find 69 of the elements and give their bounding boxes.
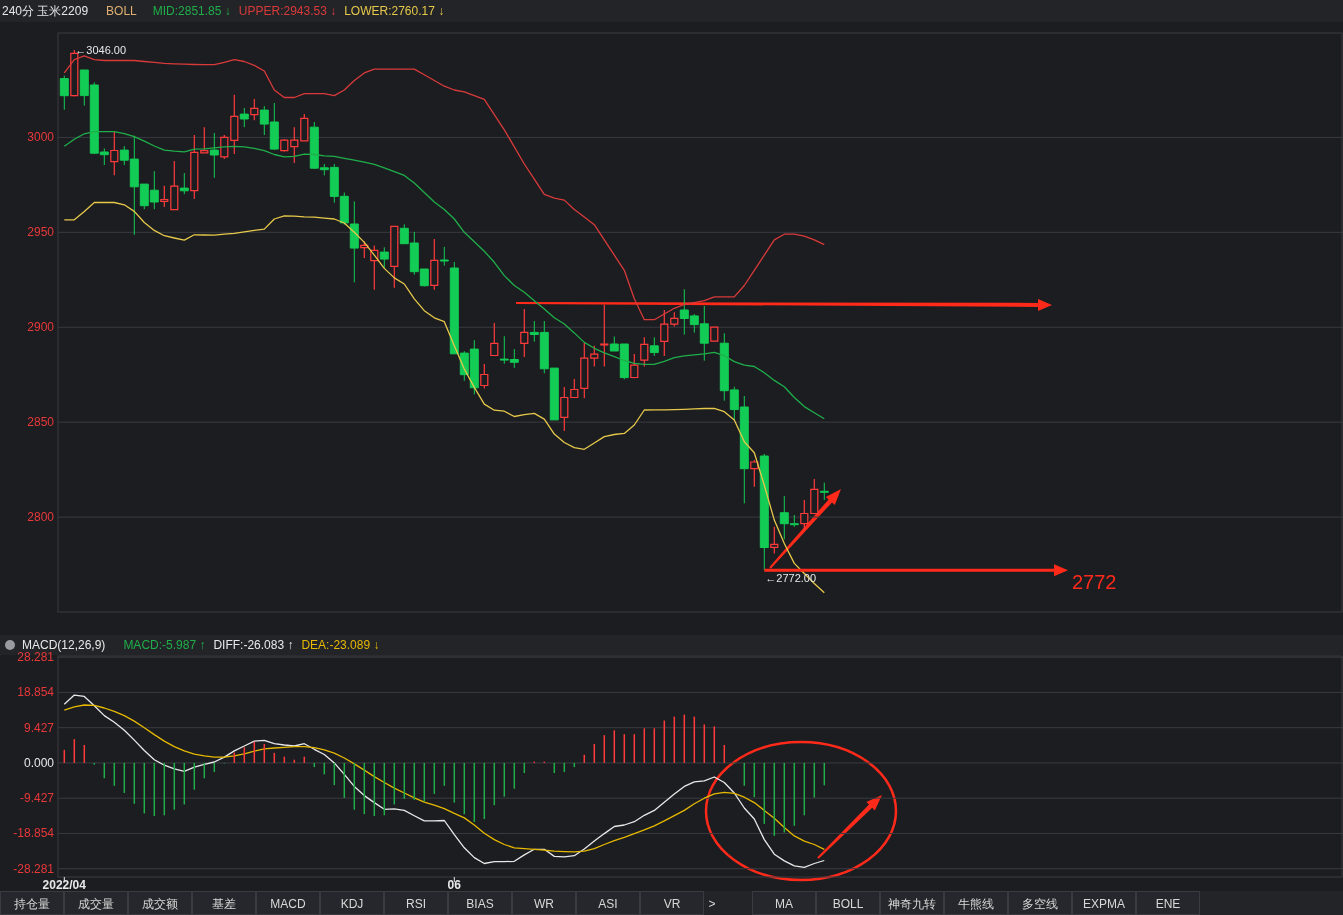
- candlestick: [750, 459, 759, 488]
- chart-subtitle: BOLL: [106, 4, 138, 18]
- candlestick: [710, 326, 719, 342]
- candlestick: [570, 378, 579, 399]
- candlestick: [209, 132, 219, 179]
- y-tick-label: 2950: [27, 225, 55, 240]
- text: LOWER:2760.17 ↓: [344, 4, 445, 18]
- candlestick: [590, 345, 599, 368]
- candlestick: [520, 308, 529, 358]
- candlestick: [759, 453, 769, 571]
- y-tick-label: 9.427: [23, 720, 55, 735]
- candlestick: [379, 246, 389, 269]
- candlestick: [170, 160, 179, 211]
- line-series: [63, 201, 825, 594]
- y-tick-label: -18.854: [13, 826, 55, 841]
- candlestick: [640, 336, 649, 368]
- candlestick: [160, 185, 169, 208]
- chart-title: 240分 玉米2209: [2, 4, 89, 18]
- candlestick: [70, 49, 79, 97]
- ref-line-label: 2772: [1072, 571, 1117, 594]
- candlestick: [480, 363, 489, 389]
- candlestick: [110, 130, 119, 176]
- candlestick: [649, 336, 659, 357]
- y-tick-label: 18.854: [17, 685, 55, 700]
- candlestick: [800, 499, 809, 531]
- candlestick: [290, 126, 299, 164]
- candlestick: [280, 138, 289, 153]
- candlestick: [810, 478, 819, 515]
- candlestick: [390, 225, 399, 289]
- candlestick: [819, 482, 829, 501]
- chart-title: MACD(12,26,9): [22, 638, 106, 652]
- y-tick-label: 2900: [27, 320, 55, 335]
- line-series: [63, 131, 825, 420]
- candlestick: [59, 75, 69, 111]
- candlestick: [179, 172, 189, 195]
- candlestick: [250, 98, 259, 121]
- text: DIFF:-26.083 ↑: [213, 638, 294, 652]
- candlestick: [439, 246, 449, 267]
- candlestick: [190, 134, 199, 200]
- text: UPPER:2943.53 ↓: [238, 4, 337, 18]
- candlestick: [630, 353, 639, 379]
- candlestick: [200, 126, 209, 154]
- x-tick-label: 06: [447, 878, 462, 892]
- y-tick-label: -28.281: [13, 861, 55, 876]
- x-tick-label: 2022/04: [42, 878, 87, 892]
- y-tick-label: 2800: [27, 510, 55, 525]
- text: DEA:-23.089 ↓: [301, 638, 380, 652]
- candlestick: [660, 309, 669, 357]
- y-tick-label: 3000: [27, 130, 55, 145]
- candlestick: [580, 342, 589, 399]
- y-tick-label: -9.427: [19, 791, 55, 806]
- candlestick: [490, 322, 499, 357]
- line-series: [63, 55, 825, 321]
- text: MID:2851.85 ↓: [152, 4, 231, 18]
- candlestick: [300, 113, 309, 142]
- candlestick: [430, 238, 439, 291]
- candlestick: [560, 386, 569, 432]
- candlestick: [770, 526, 779, 555]
- tabs: 持仓量 成交量 成交额 基差 MACD KDJ RSI BIAS WR ASI VR > MA BOLL 神奇九转 牛熊线 多空线 EXPMA ENE: [0, 891, 1343, 915]
- candlestick: [220, 134, 229, 160]
- candlestick: [230, 94, 239, 155]
- y-tick-label: 0.000: [23, 755, 55, 770]
- candlestick: [670, 311, 679, 328]
- y-tick-label: 2850: [27, 415, 55, 430]
- candlestick: [239, 107, 249, 128]
- y-tick-label: 28.281: [17, 650, 55, 665]
- annotation: ←3046.00: [75, 44, 127, 57]
- text: MACD:-5.987 ↑: [123, 638, 206, 652]
- candlestick: [600, 304, 609, 368]
